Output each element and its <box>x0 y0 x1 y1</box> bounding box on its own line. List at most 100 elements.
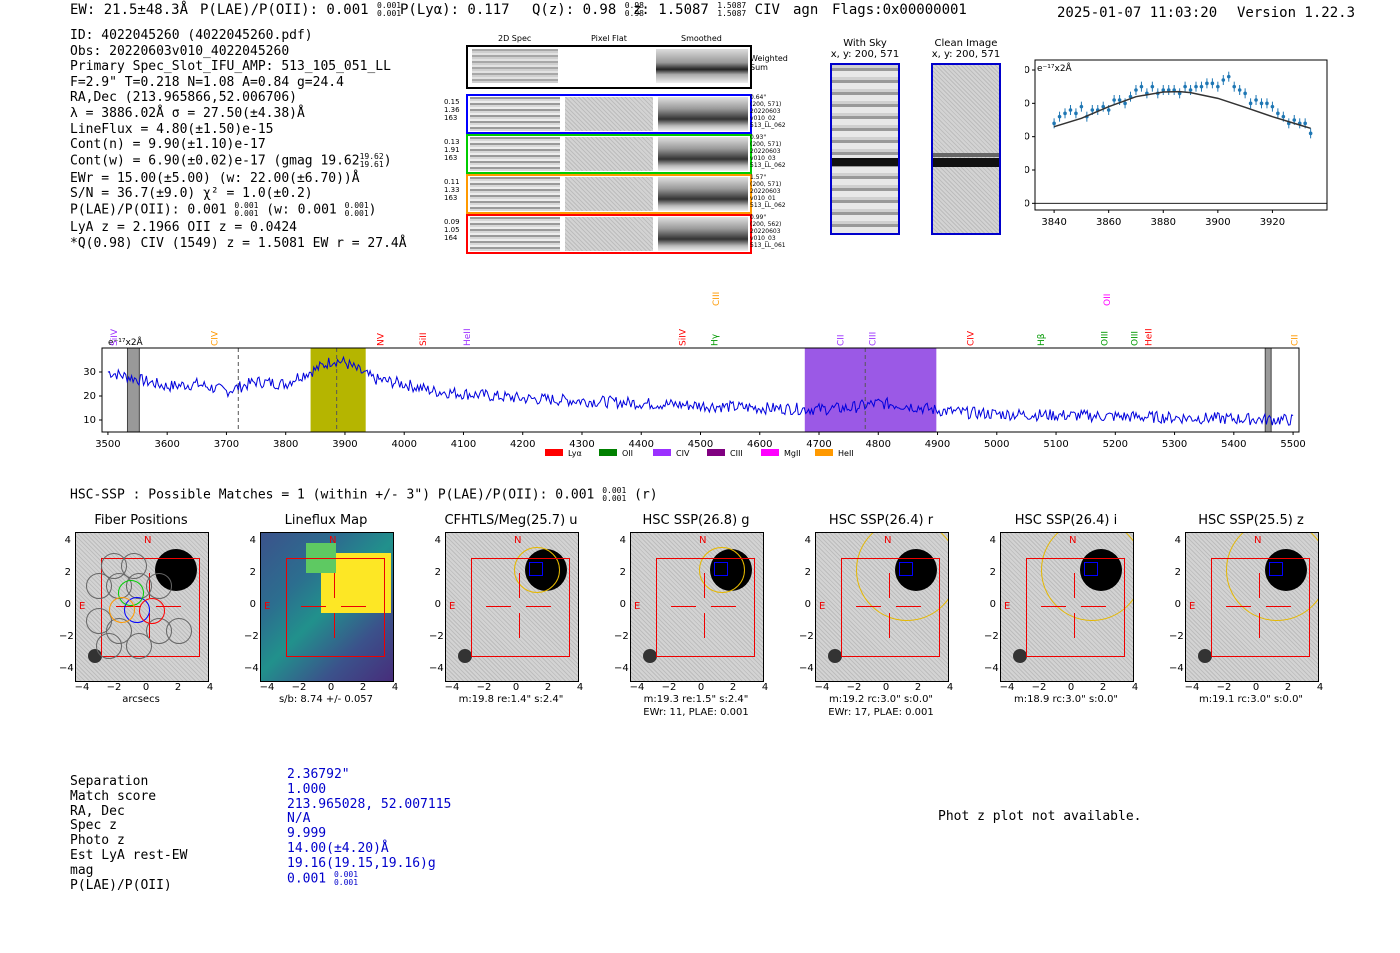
crosshair <box>519 573 521 598</box>
data-point <box>1117 98 1122 102</box>
fiber-smoothed <box>658 137 748 171</box>
crosshair <box>711 606 736 608</box>
crosshair <box>334 573 336 598</box>
stamp-y-tick: 2 <box>804 567 811 578</box>
data-point <box>1074 111 1078 116</box>
faint-source <box>458 649 472 664</box>
north-label: N <box>144 535 152 546</box>
crosshair <box>1266 606 1291 608</box>
x-tick-label: 4000 <box>391 439 416 450</box>
info-contw: Cont(w) = 6.90(±0.02)e-17 (gmag 19.62 19.… <box>70 151 392 169</box>
east-label: E <box>1189 601 1196 612</box>
info-lambda: λ = 3886.02Å σ = 27.50(±4.38)Å <box>70 105 305 121</box>
stamp-caption: m:19.8 re:1.4" s:2.4" <box>458 694 564 705</box>
stamp-y-tick: 4 <box>434 535 441 546</box>
fiber-2d-spec <box>470 137 560 171</box>
x-tick-label: 4800 <box>866 439 891 450</box>
match-label: Match score <box>70 788 157 804</box>
stamp-x-tick: 0 <box>327 682 335 693</box>
stamp-x-tick: 4 <box>206 682 214 693</box>
line-marker-label: HeII <box>463 328 473 346</box>
fiber-row <box>466 134 752 174</box>
fiber-circle <box>126 633 152 659</box>
crosshair <box>704 613 706 638</box>
fiber-meta: 513_LL_062 <box>750 202 786 209</box>
stamp-caption: m:19.2 rc:3.0" s:0.0" <box>828 694 934 705</box>
fiber-stat: 163 <box>444 194 458 202</box>
col-smoothed: Smoothed <box>681 34 722 43</box>
fiber-meta: 513_LL_062 <box>750 162 786 169</box>
crosshair <box>1259 573 1261 598</box>
fov-box <box>471 558 570 657</box>
legend-swatch <box>653 449 671 456</box>
north-label: N <box>1254 535 1262 546</box>
stamp-x-tick: 2 <box>359 682 367 693</box>
stamp-x-tick: −4 <box>74 682 90 693</box>
info-ewr: EWr = 15.00(±5.00) (w: 22.00(±6.70))Å <box>70 170 360 186</box>
data-point <box>1270 104 1275 109</box>
stamp-x-tick: 4 <box>946 682 954 693</box>
fiber-meta: 20220603 <box>750 188 781 195</box>
stamp-caption: m:19.3 re:1.5" s:2.4" <box>643 694 749 705</box>
line-marker-label: SiII <box>419 332 429 346</box>
stamp-caption: m:19.1 rc:3.0" s:0.0" <box>1198 694 1304 705</box>
data-point <box>1303 121 1307 126</box>
x-tick-label: 3880 <box>1151 217 1176 228</box>
east-label: E <box>634 601 641 612</box>
crosshair <box>1226 606 1251 608</box>
fiber-pixel-flat <box>565 177 653 211</box>
y-tick-label: 40 <box>1025 65 1030 76</box>
crosshair <box>1041 606 1066 608</box>
stamp-title: Fiber Positions <box>94 513 188 528</box>
header-z: z: 1.5087 1.5087 1.5087 CIV <box>633 1 780 19</box>
fiber-meta: (200, 562) <box>750 221 782 228</box>
stamp-y-tick: −2 <box>984 631 999 642</box>
x-tick-label: 5000 <box>984 439 1009 450</box>
fiber-stat: 1.33 <box>444 186 460 194</box>
withsky-image <box>830 63 900 235</box>
east-label: E <box>264 601 271 612</box>
spectrum-units-label: e⁻¹⁷x2Å <box>108 336 144 348</box>
x-tick-label: 4900 <box>925 439 950 450</box>
fiber-meta: (200, 571) <box>750 141 782 148</box>
aperture-circle <box>855 533 948 621</box>
faint-source <box>828 649 842 664</box>
aperture-circle <box>513 546 560 593</box>
fiber-pixel-flat <box>565 217 653 251</box>
crosshair <box>519 613 521 638</box>
stamp-caption: arcsecs <box>122 694 160 705</box>
data-point <box>1243 91 1247 96</box>
fov-box <box>656 558 755 657</box>
fiber-right-label: 0.93" (200, 571) 20220603 v010_03 513_LL_062 <box>750 134 798 169</box>
match-value: 213.965028, 52.007115 <box>287 796 452 812</box>
x-tick-label: 5300 <box>1162 439 1187 450</box>
line-marker-label: CII <box>836 334 846 346</box>
legend-label: MgII <box>784 449 801 458</box>
crosshair <box>1074 573 1076 598</box>
stamp-y-tick: −4 <box>429 663 444 674</box>
stamp-y-tick: 2 <box>619 567 626 578</box>
legend-swatch <box>707 449 725 456</box>
line-marker-label: CIII <box>712 292 722 306</box>
faint-source <box>643 649 657 664</box>
info-fwhm: F=2.9" T=0.218 N=1.08 A=0.84 g=24.4 <box>70 74 344 90</box>
stamp-y-tick: 4 <box>989 535 996 546</box>
info-obs: Obs: 20220603v010_4022045260 <box>70 43 290 59</box>
stamp-x-tick: 2 <box>544 682 552 693</box>
fiber-stat: 0.15 <box>444 98 460 106</box>
fiber-meta: v010_03 <box>750 235 776 242</box>
fov-box <box>101 558 200 657</box>
stamp-y-tick: −2 <box>1169 631 1184 642</box>
stamp-x-tick: 4 <box>576 682 584 693</box>
data-point <box>1254 98 1258 102</box>
fiber-right-label: 1.57" (200, 571) 20220603 v010_01 513_LL_062 <box>750 174 798 209</box>
match-value: 0.001 0.001 0.001 <box>287 869 359 887</box>
data-point <box>1123 101 1127 106</box>
x-tick-label: 5200 <box>1103 439 1128 450</box>
crosshair <box>889 573 891 598</box>
fit-plot-frame <box>1034 59 1328 211</box>
fiber-smoothed <box>658 177 748 211</box>
line-marker-label: SiIV <box>679 328 689 346</box>
data-point <box>1308 131 1313 136</box>
stamp-y-tick: 4 <box>249 535 256 546</box>
